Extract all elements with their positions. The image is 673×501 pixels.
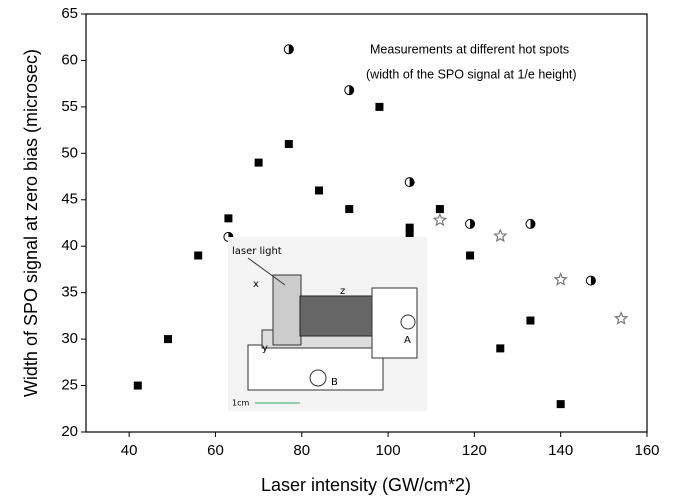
- inset-label: z: [340, 286, 345, 297]
- inset-coil: [300, 296, 375, 336]
- point: [555, 274, 566, 285]
- annotation: (width of the SPO signal at 1/e height): [366, 67, 577, 81]
- y-tick-label: 30: [61, 330, 78, 347]
- point: [375, 103, 383, 111]
- inset-label: B: [331, 377, 338, 388]
- y-tick-label: 45: [61, 191, 78, 208]
- point: [586, 276, 595, 285]
- y-tick-label: 60: [61, 51, 78, 68]
- point: [164, 335, 172, 343]
- point: [557, 400, 565, 408]
- inset-label: 1cm: [232, 399, 249, 408]
- x-tick-label: 60: [207, 442, 224, 459]
- point: [405, 178, 414, 187]
- point: [345, 86, 354, 95]
- inset-label: y: [262, 343, 268, 354]
- inset-holder: [273, 275, 301, 345]
- point: [466, 252, 474, 260]
- y-tick-label: 65: [61, 5, 78, 22]
- inset-label: laser light: [232, 246, 282, 257]
- y-tick-label: 40: [61, 237, 78, 254]
- x-tick-label: 80: [293, 442, 310, 459]
- point: [526, 219, 535, 228]
- y-tick-label: 55: [61, 98, 78, 115]
- y-tick-label: 25: [61, 377, 78, 394]
- y-tick-label: 50: [61, 144, 78, 161]
- point: [284, 45, 293, 54]
- inset-label: x: [253, 279, 259, 290]
- point: [285, 140, 293, 148]
- point: [255, 159, 263, 167]
- annotation: Measurements at different hot spots: [370, 42, 569, 56]
- chart: laser light x z y A B 1cm Measurements a…: [0, 0, 673, 501]
- y-tick-label: 35: [61, 284, 78, 301]
- page: {"chart_data": {"type": "scatter", "x_la…: [0, 0, 673, 501]
- point: [436, 205, 444, 213]
- x-axis-label: Laser intensity (GW/cm*2): [261, 475, 471, 495]
- y-tick-label: 20: [61, 423, 78, 440]
- x-tick-label: 120: [462, 442, 487, 459]
- y-axis-label: Width of SPO signal at zero bias (micros…: [21, 49, 41, 397]
- point: [615, 313, 626, 324]
- x-tick-label: 100: [376, 442, 401, 459]
- point: [345, 205, 353, 213]
- x-tick-label: 40: [121, 442, 138, 459]
- point: [496, 344, 504, 352]
- point: [315, 186, 323, 194]
- inset-screw: [310, 370, 326, 386]
- point: [224, 214, 232, 222]
- point: [466, 219, 475, 228]
- point: [434, 214, 445, 225]
- inset-screw: [401, 315, 415, 329]
- x-tick-label: 160: [634, 442, 659, 459]
- x-tick-label: 140: [548, 442, 573, 459]
- inset-label: A: [404, 335, 411, 346]
- point: [526, 317, 534, 325]
- point: [495, 230, 506, 241]
- point: [194, 252, 202, 260]
- inset-image: laser light x z y A B 1cm: [228, 237, 427, 411]
- point: [406, 229, 414, 237]
- point: [134, 382, 142, 390]
